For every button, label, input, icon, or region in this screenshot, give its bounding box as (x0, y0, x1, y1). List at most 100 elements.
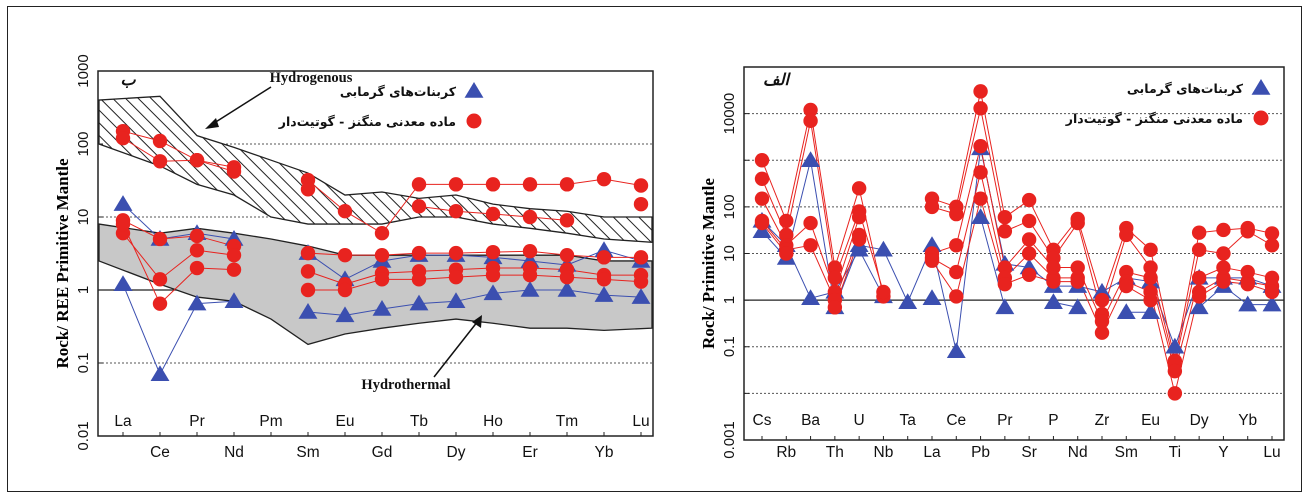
series-line (980, 217, 1006, 308)
data-point-circle (924, 253, 940, 268)
data-point-circle (189, 260, 205, 276)
hydrothermal-field (98, 223, 653, 346)
data-point-circle (1240, 224, 1255, 239)
data-point-circle (1021, 192, 1037, 208)
data-point-circle (522, 244, 538, 259)
annotation-arrow (210, 86, 272, 126)
data-point-triangle (372, 299, 392, 316)
y-tick-label: 1 (75, 286, 92, 294)
data-point-circle (851, 181, 867, 196)
data-point-triangle (520, 281, 540, 297)
data-point-circle (803, 113, 818, 129)
data-point-circle (949, 289, 964, 304)
x-category-label: U (854, 412, 865, 429)
data-point-circle (1191, 242, 1207, 258)
data-point-circle (152, 296, 168, 311)
series-line (122, 284, 235, 376)
data-point-triangle (849, 240, 869, 257)
data-point-triangle (995, 298, 1015, 315)
data-point-triangle (873, 240, 893, 257)
data-point-circle (300, 264, 316, 279)
data-point-circle (876, 284, 891, 300)
data-point-circle (997, 260, 1013, 275)
data-point-circle (559, 213, 575, 228)
data-point-circle (115, 216, 131, 232)
data-point-circle (448, 204, 464, 219)
data-point-circle (779, 246, 794, 261)
data-point-triangle (446, 292, 466, 309)
trace-element-spider-diagram: 10000 100 10 1 0.1 0.001 Rock/ Primitive Mantl… (676, 15, 1291, 470)
x-category-label: Nd (1068, 444, 1088, 461)
data-point-circle (949, 238, 964, 253)
data-point-circle (1240, 276, 1255, 292)
data-point-circle (1119, 278, 1134, 294)
data-point-circle (1143, 270, 1158, 286)
data-point-circle (1191, 225, 1207, 240)
data-point-circle (559, 177, 575, 192)
trace-chart-svg: 10000 100 10 1 0.1 0.001 Rock/ Primitive Mantl… (699, 66, 1285, 461)
series-line (307, 250, 641, 258)
data-point-circle (448, 245, 464, 261)
data-point-circle (1216, 246, 1231, 261)
data-point-circle (1021, 213, 1037, 229)
x-category-label: Sm (1115, 444, 1138, 461)
data-point-circle (1143, 242, 1158, 258)
series-line (307, 267, 641, 285)
data-point-circle (115, 131, 131, 146)
data-point-circle (1094, 314, 1110, 329)
data-point-triangle (1189, 298, 1209, 315)
x-category-label: La (923, 444, 941, 461)
ree-spider-diagram: 1000 100 10 1 0.1 0.01 Rock/ REE Primitive Man… (16, 15, 656, 470)
data-point-circle (485, 267, 501, 283)
data-point-circle (559, 247, 575, 263)
series-line (761, 109, 884, 297)
series-line (122, 137, 235, 172)
data-point-circle (803, 102, 818, 118)
data-point-triangle (409, 294, 429, 311)
x-category-label: Ce (150, 444, 170, 461)
data-point-circle (226, 247, 242, 263)
data-point-circle (1191, 270, 1207, 286)
data-point-triangle (335, 306, 355, 323)
data-point-triangle (801, 289, 821, 305)
data-point-triangle (224, 292, 244, 309)
data-point-circle (1216, 260, 1231, 275)
data-point-triangle (187, 294, 207, 311)
series-line (1198, 281, 1273, 297)
data-point-circle (374, 247, 390, 263)
x-category-label: Yb (595, 444, 614, 461)
x-category-label: Eu (336, 413, 355, 430)
data-point-circle (485, 206, 501, 222)
data-point-circle (1216, 274, 1231, 289)
series-line (307, 249, 642, 280)
legend-label-mn-goethite-ore: ماده معدنی منگنز - گوتیت‌دار (1065, 111, 1243, 126)
data-point-circle (924, 199, 940, 215)
plot-frame (97, 70, 654, 437)
data-point-circle (522, 267, 538, 283)
series-line (122, 223, 235, 305)
data-point-triangle (1043, 293, 1063, 310)
data-point-triangle (801, 151, 821, 167)
panel-label: الف (763, 70, 791, 89)
data-point-circle (633, 178, 649, 193)
data-point-circle (1167, 386, 1183, 401)
x-category-label: Yb (1238, 412, 1257, 429)
ree-chart-svg: 1000 100 10 1 0.1 0.01 Rock/ REE Primitive Man… (53, 54, 654, 461)
data-point-circle (1070, 215, 1085, 231)
data-point-triangle (631, 288, 651, 304)
data-point-circle (300, 182, 316, 197)
legend-marker-circle (1253, 110, 1269, 126)
x-category-label: Dy (447, 444, 466, 461)
data-point-circle (189, 152, 205, 168)
y-tick-label: 10000 (721, 93, 738, 135)
figure-frame: 1000 100 10 1 0.1 0.01 Rock/ REE Primitive Man… (7, 6, 1302, 492)
legend-label-hydrothermal-carbonates: کربنات‌های گرمابی (340, 84, 457, 99)
y-tick-label: 100 (721, 194, 738, 219)
x-category-label: Ce (946, 412, 966, 429)
data-point-circle (1167, 363, 1183, 379)
data-point-triangle (1141, 303, 1161, 319)
annotation-hydrogenous: Hydrogenous (270, 70, 353, 86)
data-point-circle (1264, 238, 1280, 253)
data-point-circle (485, 177, 501, 192)
data-point-circle (949, 206, 964, 222)
